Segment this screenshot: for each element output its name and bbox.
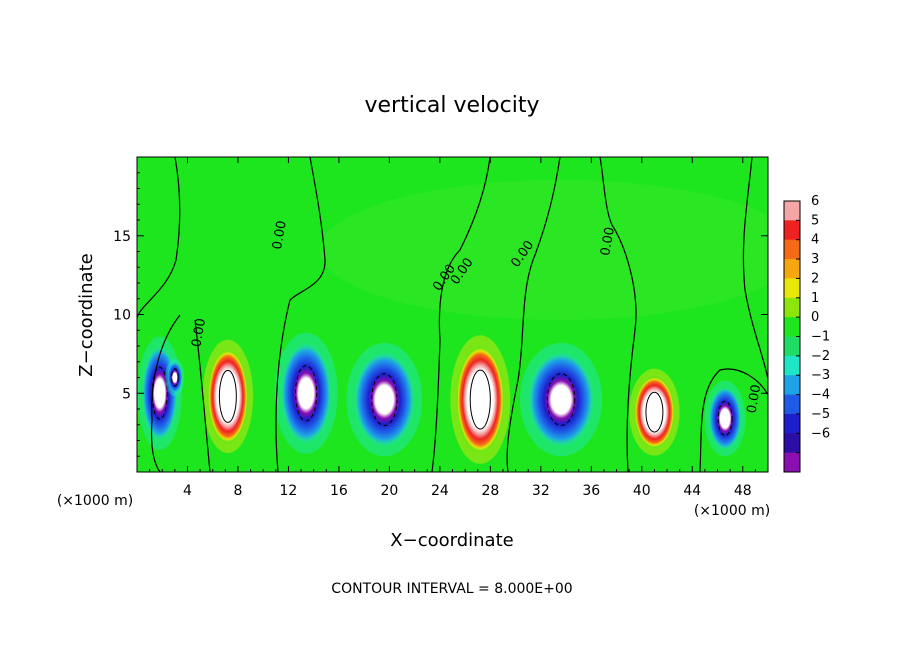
x-tick-label: 8: [233, 483, 242, 499]
colorbar-label: −4: [811, 388, 830, 403]
contour-label-1: 0.00: [270, 220, 290, 251]
colorbar-swatch: [784, 297, 800, 318]
colorbar-label: −3: [811, 368, 830, 383]
cell-contour: [469, 369, 491, 430]
colorbar-label: −5: [811, 407, 830, 422]
cell-contour: [371, 373, 398, 427]
cell-core: [207, 349, 249, 444]
colorbar-swatch: [784, 239, 800, 260]
updraft-cell-8: [629, 368, 680, 456]
colorbar-swatch: [784, 433, 800, 453]
y-tick-label: 10: [113, 308, 131, 324]
colorbar-label: −2: [811, 349, 830, 364]
x-tick-label: 24: [431, 483, 449, 499]
downdraft-cell-9: [704, 380, 746, 457]
colorbar-label: 1: [811, 291, 819, 306]
colorbar-swatch: [784, 336, 800, 357]
plot-area: [137, 157, 768, 472]
contour-zero-line-7: [150, 314, 181, 472]
contour-zero-line-9: [699, 368, 768, 472]
colorbar-label: 5: [811, 213, 819, 228]
x-tick-label: 36: [582, 483, 600, 499]
contour-zero-line-1: [137, 157, 181, 319]
cell-core: [634, 375, 675, 449]
cell-core: [456, 346, 505, 454]
colorbar-label: 3: [811, 252, 819, 267]
colorbar-swatch: [784, 413, 800, 434]
colorbar-swatch: [784, 375, 800, 395]
colorbar-swatch: [784, 259, 800, 279]
downdraft-cell-2: [165, 358, 185, 397]
x-tick-label: 12: [280, 483, 298, 499]
cell-core: [354, 352, 415, 447]
cell-contour: [717, 400, 733, 437]
cell-contour: [645, 391, 664, 433]
x-unit-right: (×1000 m): [694, 503, 770, 519]
downdraft-cell-4: [274, 332, 338, 454]
downdraft-cell-5: [346, 342, 423, 457]
y-axis-label: Z−coordinate: [76, 253, 97, 376]
colorbar-swatch: [784, 201, 800, 221]
x-tick-label: 28: [481, 483, 499, 499]
contour-lines: [137, 157, 768, 472]
x-tick-label: 48: [734, 483, 752, 499]
contour-zero-line-2: [275, 157, 326, 472]
contour-zero-line-6: [742, 157, 768, 381]
contour-zero-line-4: [506, 157, 561, 472]
x-tick-label: 20: [380, 483, 398, 499]
contour-label-2: 0.00: [189, 317, 209, 348]
x-tick-label: 44: [683, 483, 701, 499]
cell-contour: [171, 368, 179, 387]
colorbar-swatch: [784, 452, 800, 473]
x-unit-left: (×1000 m): [57, 493, 133, 509]
colorbar-label: 6: [811, 194, 819, 209]
cell-core: [528, 352, 594, 447]
x-axis-label: X−coordinate: [390, 530, 513, 551]
x-tick-label: 4: [183, 483, 192, 499]
cell-contour: [295, 365, 318, 422]
colorbar-swatch: [784, 220, 800, 241]
x-tick-label: 32: [532, 483, 550, 499]
cell-contour: [546, 373, 576, 427]
colorbar-swatch: [784, 394, 800, 415]
contour-zero-line-5: [599, 157, 637, 472]
cell-core: [280, 342, 332, 444]
colorbar-label: −6: [811, 426, 830, 441]
x-tick-label: 16: [330, 483, 348, 499]
colorbar-label: 0: [811, 310, 819, 325]
contour-label-6: 0.00: [745, 383, 765, 414]
cell-core: [708, 386, 742, 450]
background-shade: [320, 180, 768, 320]
colorbar-label: 4: [811, 233, 819, 248]
contour-interval-note: CONTOUR INTERVAL = 8.000E+00: [331, 581, 572, 597]
updraft-cell-3: [202, 339, 254, 454]
x-axis: 4 8 12 16 20 24 28 32 36 40 44 48: [149, 157, 756, 499]
contour-label-5: 0.00: [598, 226, 618, 257]
downdraft-cell-7: [520, 342, 603, 457]
contour-zero-line-8: [194, 319, 211, 472]
y-tick-label: 15: [113, 229, 131, 245]
y-tick-label: 5: [122, 386, 131, 402]
colorbar-label: −1: [811, 330, 830, 345]
colorbar: 6 5 4 3 2 1 0 −1 −2 −3 −4 −5 −6: [783, 194, 830, 473]
colorbar-swatch: [784, 355, 800, 376]
updraft-cell-6: [450, 335, 511, 464]
x-tick-label: 40: [633, 483, 651, 499]
chart-title: vertical velocity: [364, 93, 539, 118]
cell-core: [167, 361, 183, 394]
cell-contour: [218, 369, 237, 423]
colorbar-label: 2: [811, 271, 819, 286]
colorbar-swatch: [784, 317, 800, 337]
contour-zero-line-3: [431, 157, 491, 472]
y-axis: 5 10 15: [113, 172, 768, 457]
colorbar-swatch: [784, 278, 800, 299]
